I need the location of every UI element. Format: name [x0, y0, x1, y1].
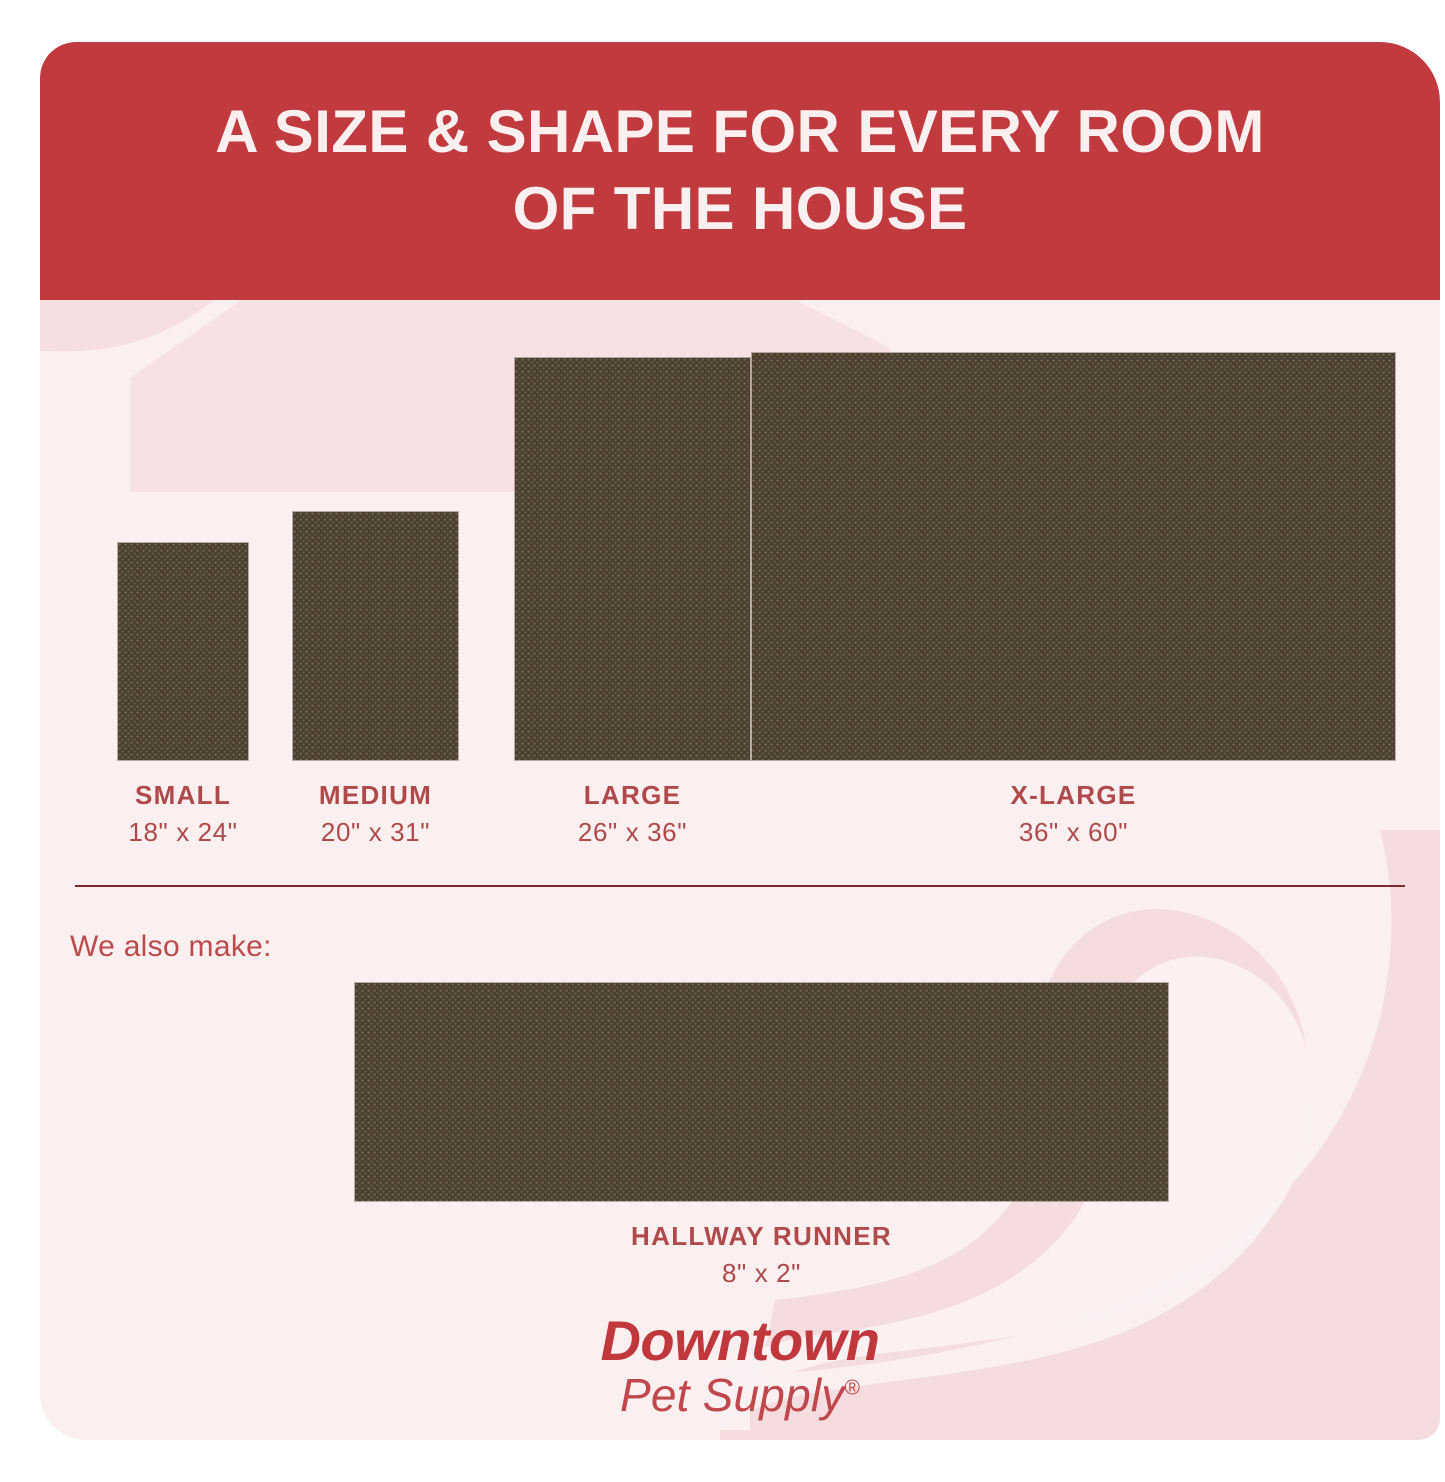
- registered-trademark-icon: ®: [844, 1376, 860, 1400]
- mat-swatch-hallway-runner: [355, 983, 1168, 1201]
- mat-size-name: X-LARGE: [1010, 780, 1137, 810]
- also-make-intro: We also make:: [70, 930, 272, 963]
- mat-size-name: SMALL: [134, 780, 232, 810]
- mat-label-large: LARGE 26" x 36": [450, 778, 815, 849]
- mat-size-dims: 36" x 60": [1018, 816, 1129, 847]
- mat-label-xlarge: X-LARGE 36" x 60": [752, 778, 1395, 849]
- mat-swatch-large: [515, 358, 750, 760]
- mat-item-small: SMALL 18" x 24": [78, 543, 288, 849]
- mat-size-name: LARGE: [583, 780, 682, 810]
- mat-size-dims: 26" x 36": [577, 816, 688, 847]
- mat-label-hallway-runner: HALLWAY RUNNER 8" x 2": [355, 1219, 1168, 1290]
- page-title: A SIZE & SHAPE FOR EVERY ROOM OF THE HOU…: [215, 98, 1265, 242]
- mat-swatch-small: [118, 543, 248, 760]
- infographic-card: A SIZE & SHAPE FOR EVERY ROOM OF THE HOU…: [40, 42, 1440, 1440]
- mat-size-dims: 18" x 24": [128, 816, 238, 847]
- mat-item-hallway-runner: HALLWAY RUNNER 8" x 2": [355, 983, 1168, 1290]
- mat-item-xlarge: X-LARGE 36" x 60": [752, 353, 1395, 849]
- mat-sizes-row: SMALL 18" x 24" MEDIUM 20" x 31" LARGE 2…: [40, 300, 1440, 890]
- mat-swatch-medium: [293, 512, 458, 760]
- mat-size-name: MEDIUM: [318, 780, 433, 810]
- header-banner: A SIZE & SHAPE FOR EVERY ROOM OF THE HOU…: [40, 42, 1440, 300]
- mat-item-medium: MEDIUM 20" x 31": [253, 512, 498, 849]
- mat-size-dims: 20" x 31": [320, 816, 431, 847]
- brand-logo-line2: Pet Supply: [620, 1369, 845, 1422]
- brand-logo: Downtown Pet Supply®: [40, 1309, 1440, 1422]
- mat-swatch-xlarge: [752, 353, 1395, 760]
- mat-size-dims: 8" x 2": [721, 1257, 802, 1288]
- brand-logo-line2-wrap: Pet Supply®: [40, 1369, 1440, 1422]
- section-divider: [75, 885, 1405, 887]
- mat-size-name: HALLWAY RUNNER: [631, 1221, 892, 1251]
- mat-label-small: SMALL 18" x 24": [78, 778, 288, 849]
- mat-label-medium: MEDIUM 20" x 31": [253, 778, 498, 849]
- brand-logo-line1: Downtown: [600, 1309, 880, 1372]
